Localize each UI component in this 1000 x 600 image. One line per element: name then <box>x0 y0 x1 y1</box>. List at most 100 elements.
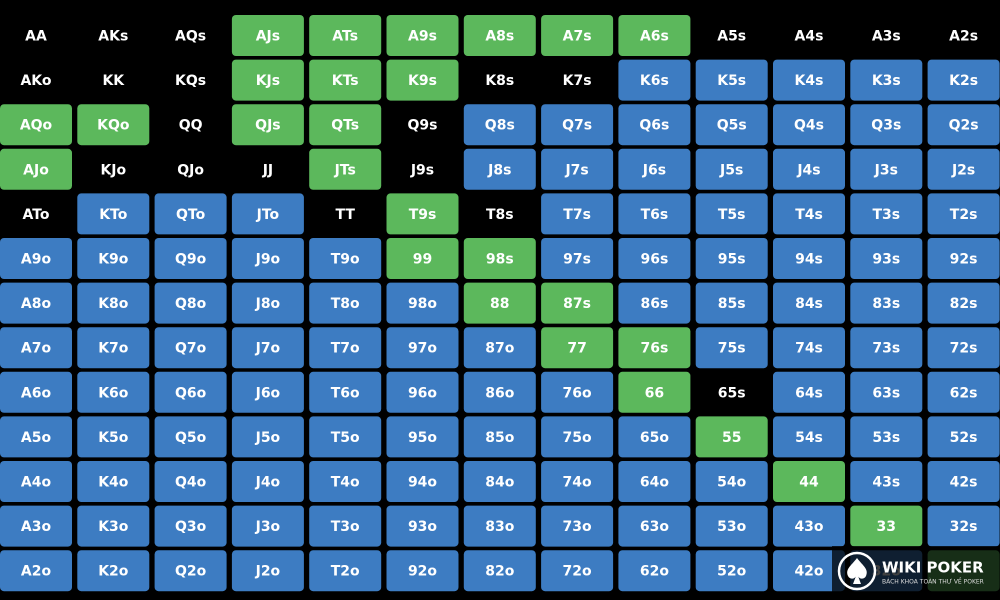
hand-cell <box>77 327 150 369</box>
hand-cell <box>309 505 382 547</box>
hand-label: Q7s <box>562 118 592 134</box>
hand-cell <box>695 371 768 413</box>
hand-cell <box>541 371 614 413</box>
hand-label: A5o <box>21 430 52 446</box>
hand-cell <box>309 550 382 592</box>
hand-cell <box>927 148 1000 190</box>
hand-cell <box>618 282 691 324</box>
hand-label: QTs <box>331 118 359 134</box>
hand-cell <box>77 282 150 324</box>
hand-cell <box>695 282 768 324</box>
hand-cell <box>154 550 227 592</box>
hand-cell <box>231 15 304 56</box>
hand-cell <box>541 15 614 56</box>
hand-cell <box>386 371 459 413</box>
hand-cell <box>541 327 614 369</box>
hand-cell <box>773 461 845 502</box>
hand-label: 85o <box>485 430 514 446</box>
hand-label: T8s <box>486 207 514 223</box>
hand-cell <box>0 461 72 502</box>
hand-cell <box>773 238 845 279</box>
hand-label: J8o <box>255 296 281 312</box>
hand-cell <box>0 238 72 279</box>
hand-cell <box>850 371 923 413</box>
hand-cell <box>850 327 923 369</box>
hand-label: 53o <box>717 519 746 535</box>
hand-label: J3o <box>255 519 281 535</box>
hand-cell <box>77 238 150 279</box>
hand-label: A8o <box>21 296 52 312</box>
hand-cell <box>463 461 536 502</box>
hand-label: Q5s <box>717 118 747 134</box>
hand-label: J6o <box>255 385 281 401</box>
hand-label: 43s <box>872 475 900 491</box>
hand-label: Q6o <box>175 385 207 401</box>
hand-label: AKs <box>98 29 128 45</box>
hand-cell <box>231 282 304 324</box>
hand-cell <box>0 193 72 235</box>
hand-label: 52s <box>950 430 978 446</box>
hand-label: J7s <box>564 162 588 178</box>
hand-cell <box>154 327 227 369</box>
hand-cell <box>0 282 72 324</box>
hand-label: 93o <box>408 519 437 535</box>
hand-cell <box>231 505 304 547</box>
hand-label: 62s <box>950 385 978 401</box>
hand-cell <box>309 238 382 279</box>
hand-label: 88 <box>490 296 509 312</box>
hand-cell <box>695 104 768 146</box>
hand-label: J5o <box>255 430 281 446</box>
hand-label: A8s <box>485 29 514 45</box>
hand-label: J5s <box>719 162 743 178</box>
hand-label: 73s <box>872 341 900 357</box>
hand-label: T4o <box>331 475 360 491</box>
hand-cell <box>927 104 1000 146</box>
hand-label: Q3s <box>871 118 901 134</box>
hand-cell <box>231 416 304 458</box>
hand-cell <box>0 104 72 146</box>
logo-subtitle: BÁCH KHOA TOÀN THƯ VỀ POKER <box>882 578 984 586</box>
hand-label: 96o <box>408 385 437 401</box>
hand-label: K5s <box>717 73 746 89</box>
hand-cell <box>77 148 150 190</box>
logo-ring <box>837 551 877 591</box>
hand-cell <box>695 193 768 235</box>
hand-label: A2o <box>21 564 52 580</box>
hand-label: QJs <box>255 118 280 134</box>
hand-label: A9s <box>408 29 437 45</box>
hand-cell <box>231 59 304 101</box>
hand-cell <box>309 416 382 458</box>
hand-label: K6o <box>98 385 129 401</box>
hand-label: KQs <box>175 73 206 89</box>
hand-cell <box>463 550 536 592</box>
hand-cell <box>773 505 845 547</box>
hand-label: 84s <box>795 296 823 312</box>
hand-cell <box>77 550 150 592</box>
hand-cell <box>0 416 72 458</box>
hand-cell <box>618 15 691 56</box>
hand-label: 77 <box>567 341 586 357</box>
hand-label: 44 <box>799 475 819 491</box>
hand-cell <box>77 461 150 502</box>
hand-label: 66 <box>645 385 664 401</box>
hand-label: 83o <box>485 519 514 535</box>
hand-cell <box>154 282 227 324</box>
hand-cell <box>309 148 382 190</box>
hand-cell <box>618 104 691 146</box>
hand-cell <box>773 416 845 458</box>
hand-cell <box>695 238 768 279</box>
logo-title: WIKI POKER <box>882 559 984 577</box>
hand-cell <box>231 550 304 592</box>
hand-label: 98s <box>486 252 514 268</box>
hand-cell <box>773 148 845 190</box>
hand-label: 54s <box>795 430 823 446</box>
hand-cell <box>695 416 768 458</box>
hand-label: 99 <box>413 252 432 268</box>
hand-label: QTo <box>176 207 206 223</box>
hand-cell <box>463 238 536 279</box>
hand-cell <box>309 327 382 369</box>
hand-label: 52o <box>717 564 746 580</box>
hand-label: K7o <box>98 341 129 357</box>
hand-cell <box>386 416 459 458</box>
hand-label: K9s <box>408 73 437 89</box>
